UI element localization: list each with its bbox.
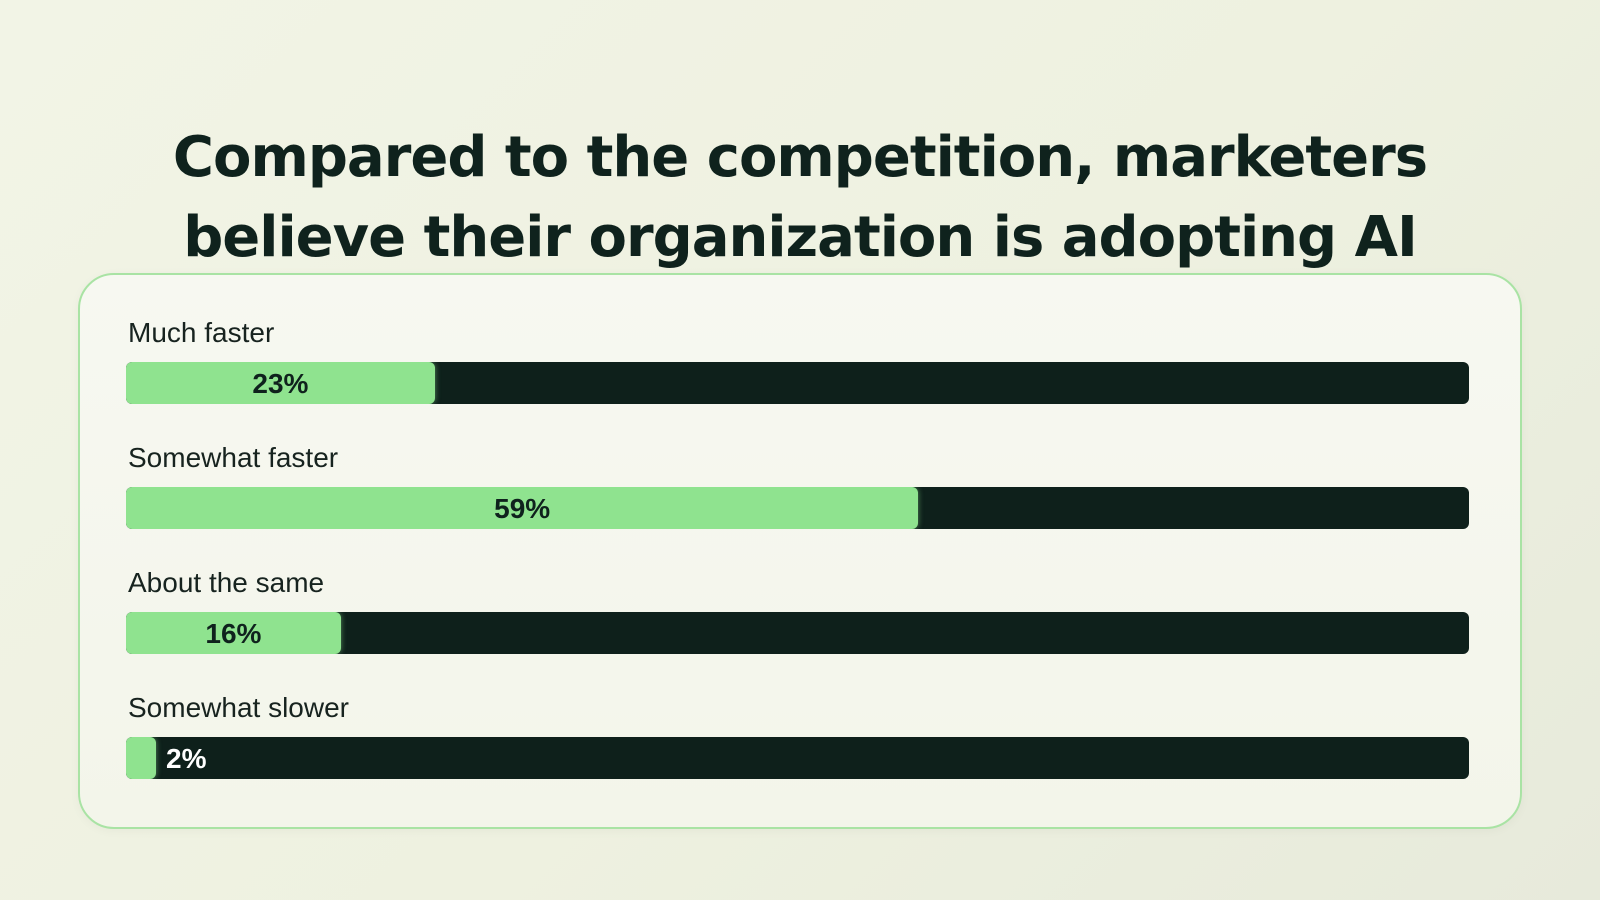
chart-title-line-2: believe their organization is adopting A… — [183, 204, 1418, 270]
bar-track: 16% — [126, 612, 1469, 654]
bar-category-label: Somewhat slower — [128, 692, 349, 723]
bar-fill — [126, 362, 435, 404]
bar-value-label: 16% — [205, 618, 262, 649]
bar-track: 23% — [126, 362, 1469, 404]
bar-fill — [126, 487, 919, 529]
bar-category-label: About the same — [128, 567, 325, 598]
bar-category-label: Much faster — [128, 317, 275, 348]
chart-title-line-1: Compared to the competition, marketers — [172, 124, 1428, 190]
bar-category-label: Somewhat faster — [128, 442, 339, 473]
bar-fill — [126, 737, 156, 779]
bar-value-label: 59% — [494, 493, 551, 524]
bar-track: 2% — [126, 737, 1469, 779]
bar-track: 59% — [126, 487, 1469, 529]
chart-title: Compared to the competition, marketers b… — [0, 118, 1600, 278]
bar-value-label: 23% — [252, 368, 309, 399]
bar-fill — [126, 612, 341, 654]
bar-value-label: 2% — [166, 743, 207, 774]
